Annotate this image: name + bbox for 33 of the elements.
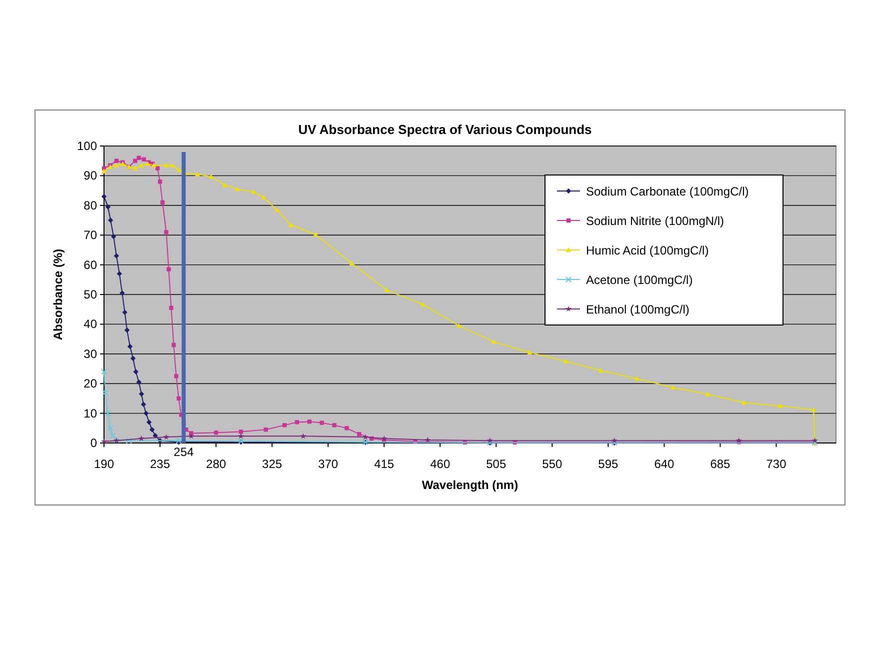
x-tick-label: 595 xyxy=(598,457,619,471)
x-tick-label: 325 xyxy=(262,457,282,471)
legend-label: Sodium Carbonate (100mgC/l) xyxy=(586,184,749,198)
x-tick-label: 280 xyxy=(206,457,226,471)
y-axis-title: Absorbance (%) xyxy=(51,248,65,340)
y-tick-label: 50 xyxy=(84,288,98,302)
y-tick-label: 80 xyxy=(84,198,98,212)
legend-label: Humic Acid (100mgC/l) xyxy=(586,244,709,258)
y-tick-label: 60 xyxy=(84,258,98,272)
x-tick-label: 685 xyxy=(710,457,731,471)
chart-title: UV Absorbance Spectra of Various Compounds xyxy=(298,122,592,137)
x-tick-label: 460 xyxy=(430,457,450,471)
legend-label: Ethanol (100mgC/l) xyxy=(586,302,690,316)
y-tick-label: 30 xyxy=(84,346,98,361)
legend-label: Sodium Nitrite (100mgN/l) xyxy=(586,214,724,228)
y-tick-label: 10 xyxy=(84,406,98,420)
x-tick-label: 370 xyxy=(318,457,338,471)
x-tick-label: 235 xyxy=(150,457,170,471)
x-tick-label: 415 xyxy=(374,457,394,471)
ref-line-label: 254 xyxy=(174,445,194,459)
legend-label: Acetone (100mgC/l) xyxy=(586,273,693,287)
x-tick-label: 190 xyxy=(94,457,114,471)
x-axis-title: Wavelength (nm) xyxy=(422,478,518,492)
y-tick-label: 0 xyxy=(90,436,98,450)
y-tick-label: 100 xyxy=(76,139,98,153)
y-tick-label: 20 xyxy=(84,376,98,391)
x-tick-label: 640 xyxy=(654,457,675,471)
y-tick-label: 40 xyxy=(84,317,98,332)
x-tick-label: 550 xyxy=(542,457,562,471)
x-tick-label: 730 xyxy=(766,457,787,471)
x-tick-label: 505 xyxy=(486,457,506,471)
y-tick-label: 90 xyxy=(84,168,98,183)
y-tick-label: 70 xyxy=(84,228,98,242)
